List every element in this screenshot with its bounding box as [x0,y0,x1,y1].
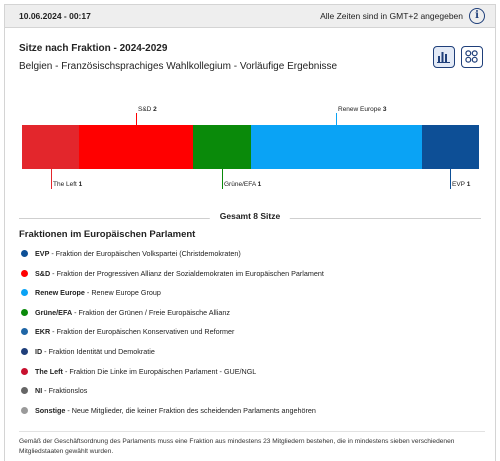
bar-label-value: 2 [153,106,157,113]
bar-label-name: Renew Europe [338,106,383,113]
legend-text: EVP - Fraktion der Europäischen Volkspar… [35,249,241,258]
bar-label-gr-ne-efa: Grüne/EFA 1 [224,181,261,188]
legend-item-renew-europe: Renew Europe - Renew Europe Group [19,286,489,306]
seat-distribution-chart: The Left 1 S&D 2 Grüne/EFA 1 Renew Europe 3… [5,105,495,205]
legend-abbr: Renew Europe [35,288,85,298]
legend-abbr: Sonstige [35,405,66,415]
bar-label-tick [450,169,451,189]
legend-color-dot [21,347,28,355]
timestamp: 10.06.2024 - 00:17 [19,11,91,21]
legend-abbr: NI [35,386,43,396]
legend-desc: - Fraktion der Grünen / Freie Europäisch… [72,307,230,317]
bar-segment-evp[interactable] [421,125,479,169]
legend-color-dot [21,308,28,316]
legend-text: NI - Fraktionslos [35,386,87,395]
legend-text: Grüne/EFA - Fraktion der Grünen / Freie … [35,308,230,317]
legend-item-id: ID - Fraktion Identität und Demokratie [19,345,489,365]
legend-item-the-left: The Left - Fraktion Die Linke im Europäi… [19,365,489,385]
legend-abbr: ID [35,346,43,356]
legend-color-dot [21,328,28,336]
legend-text: Sonstige - Neue Mitglieder, die keiner F… [35,406,316,415]
legend-color-dot [21,367,28,375]
legend-list: EVP - Fraktion der Europäischen Volkspar… [19,247,489,423]
legend-desc: - Fraktionslos [42,386,88,396]
legend-text: ID - Fraktion Identität und Demokratie [35,347,155,356]
bar-label-name: EVP [452,181,467,188]
legend-desc: - Neue Mitglieder, die keiner Fraktion d… [65,405,316,415]
legend-text: EKR - Fraktion der Europäischen Konserva… [35,327,234,336]
bar-chart-icon [437,52,450,63]
bar-label-the-left: The Left 1 [53,181,82,188]
legend-item-ekr: EKR - Fraktion der Europäischen Konserva… [19,325,489,345]
bar-chart-view-button[interactable] [433,46,455,68]
bar-segment-s-d[interactable] [79,125,194,169]
legend-abbr: Grüne/EFA [35,307,73,317]
legend-abbr: The Left [35,366,63,376]
total-seats: Gesamt 8 Sitze [19,211,481,225]
legend-color-dot [21,387,28,395]
legend-text: The Left - Fraktion Die Linke im Europäi… [35,367,256,376]
bar-label-tick [222,169,223,189]
bar-label-value: 1 [466,181,471,188]
results-panel: 10.06.2024 - 00:17 Alle Zeiten sind in G… [4,4,496,461]
legend-item-sonstige: Sonstige - Neue Mitglieder, die keiner F… [19,404,489,424]
legend-abbr: EKR [35,327,51,337]
legend-color-dot [21,250,28,257]
grid-view-button[interactable] [461,46,483,68]
timezone-note: Alle Zeiten sind in GMT+2 angegeben [320,11,463,21]
bar-label-tick [51,169,52,189]
legend-item-evp: EVP - Fraktion der Europäischen Volkspar… [19,247,489,267]
legend-text: Renew Europe - Renew Europe Group [35,288,161,297]
legend-text: S&D - Fraktion der Progressiven Allianz … [35,269,324,278]
bar-label-tick [136,113,137,125]
footnote: Gemäß der Geschäftsordnung des Parlament… [19,438,455,455]
bar-label-name: S&D [138,106,154,113]
legend-title: Fraktionen im Europäischen Parlament [19,229,196,240]
legend-color-dot [21,406,28,414]
bar-label-value: 1 [78,181,83,188]
legend-abbr: EVP [35,249,50,258]
footnote-divider [19,431,485,432]
legend-abbr: S&D [35,268,51,278]
bar-segment-the-left[interactable] [22,125,80,169]
top-bar: 10.06.2024 - 00:17 Alle Zeiten sind in G… [5,5,495,28]
legend-desc: - Renew Europe Group [84,288,161,298]
info-icon[interactable]: i [469,8,485,24]
bar-label-s-d: S&D 2 [138,106,157,113]
legend-desc: - Fraktion Identität und Demokratie [42,346,155,356]
legend-item-ni: NI - Fraktionslos [19,384,489,404]
legend-desc: - Fraktion der Europäischen Konservative… [50,327,235,337]
bar-label-renew-europe: Renew Europe 3 [338,106,386,113]
bar-segment-gr-ne-efa[interactable] [193,125,251,169]
page-subtitle: Belgien - Französischsprachiges Wahlkoll… [19,61,338,72]
total-seats-label: Gesamt 8 Sitze [209,211,291,221]
bar-segment-renew-europe[interactable] [250,125,422,169]
grid-icon [465,50,478,63]
legend-desc: - Fraktion der Progressiven Allianz der … [50,268,324,278]
legend-item-s-d: S&D - Fraktion der Progressiven Allianz … [19,267,489,287]
bar-label-tick [336,113,337,125]
bar-label-value: 1 [257,181,262,188]
legend-item-gr-ne-efa: Grüne/EFA - Fraktion der Grünen / Freie … [19,306,489,326]
bar-label-name: The Left [53,181,79,188]
bar-label-evp: EVP 1 [452,181,470,188]
legend-color-dot [21,289,28,297]
legend-desc: - Fraktion der Europäischen Volkspartei … [49,249,241,258]
bar-label-name: Grüne/EFA [224,181,258,188]
legend-desc: - Fraktion Die Linke im Europäischen Par… [62,366,257,376]
page-title: Sitze nach Fraktion - 2024-2029 [19,43,168,54]
bar-label-value: 3 [382,106,387,113]
legend-color-dot [21,269,28,277]
